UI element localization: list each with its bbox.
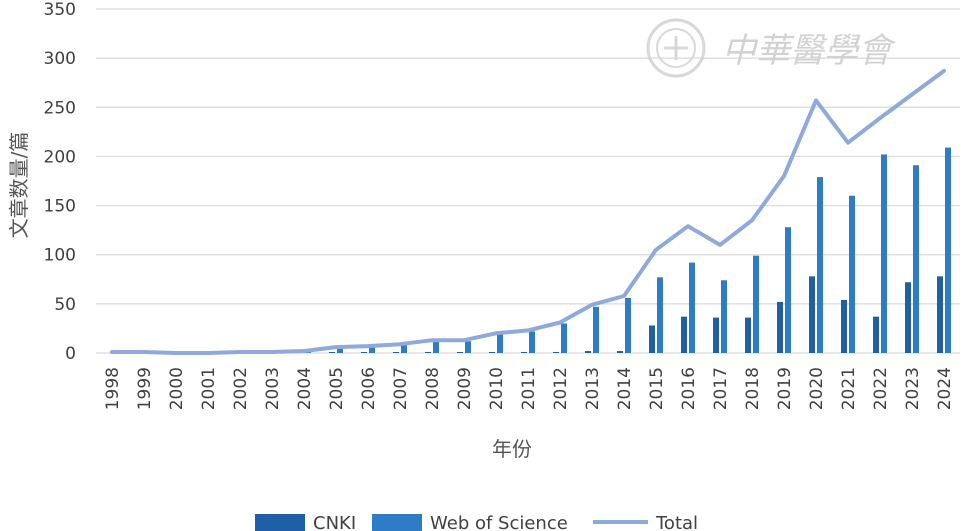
bar-cnki [841, 299, 847, 353]
bar-cnki [361, 352, 367, 353]
x-tick-label: 2001 [199, 367, 219, 410]
bar-web-of-science [881, 154, 887, 353]
x-tick-label: 2018 [743, 367, 763, 410]
bar-web-of-science [913, 165, 919, 353]
bar-web-of-science [401, 345, 407, 353]
x-tick-label: 2019 [775, 367, 795, 410]
bar-web-of-science [785, 227, 791, 353]
bar-cnki [457, 352, 463, 353]
x-tick-label: 2012 [551, 367, 571, 410]
legend: CNKI Web of Science Total [255, 513, 698, 531]
bar-web-of-science [945, 147, 951, 353]
bar-web-of-science [593, 306, 599, 353]
bar-web-of-science [849, 195, 855, 353]
x-tick-label: 2020 [807, 367, 827, 410]
legend-label-total: Total [655, 513, 698, 531]
bar-web-of-science [497, 334, 503, 353]
x-tick-label: 2007 [391, 367, 411, 410]
total-line-layer [110, 68, 946, 355]
bar-cnki [617, 351, 623, 353]
x-tick-label: 1999 [135, 367, 155, 410]
y-axis-ticks: 0 50 100 150 200 250 300 350 [44, 0, 76, 364]
bar-cnki [777, 301, 783, 353]
bar-web-of-science [689, 262, 695, 353]
y-tick-label: 0 [65, 344, 76, 364]
y-tick-label: 200 [44, 147, 76, 167]
x-tick-label: 2013 [583, 367, 603, 410]
x-tick-label: 2000 [167, 367, 187, 410]
bar-web-of-science [369, 347, 375, 353]
bar-web-of-science [721, 280, 727, 353]
bar-cnki [745, 317, 751, 353]
x-tick-label: 2021 [839, 367, 859, 410]
x-tick-label: 2005 [327, 367, 347, 410]
x-tick-label: 2016 [679, 367, 699, 410]
bar-web-of-science [817, 177, 823, 353]
bar-web-of-science [337, 348, 343, 353]
y-tick-label: 300 [44, 49, 76, 69]
watermark-text: 中華醫學會 [722, 31, 897, 71]
bar-web-of-science [753, 255, 759, 353]
bar-cnki [393, 352, 399, 353]
legend-swatch-cnki [255, 514, 305, 531]
bar-cnki [905, 282, 911, 353]
bar-cnki [713, 317, 719, 353]
bar-cnki [329, 352, 335, 353]
watermark: 中華醫學會 [646, 18, 897, 78]
bar-web-of-science [657, 277, 663, 353]
y-tick-label: 50 [54, 295, 76, 315]
gridlines [96, 8, 960, 354]
x-tick-label: 2010 [487, 367, 507, 410]
bar-cnki [585, 351, 591, 353]
x-tick-label: 2009 [455, 367, 475, 410]
x-tick-label: 2004 [295, 367, 315, 410]
legend-label-wos: Web of Science [430, 513, 568, 531]
bar-cnki [937, 276, 943, 353]
x-tick-label: 2014 [615, 367, 635, 410]
bar-cnki [425, 352, 431, 353]
x-tick-label: 2017 [711, 367, 731, 410]
x-tick-label: 1998 [103, 367, 123, 410]
x-tick-label: 2011 [519, 367, 539, 410]
bar-cnki [553, 352, 559, 353]
bar-cnki [809, 276, 815, 353]
bar-cnki [521, 352, 527, 353]
x-tick-label: 2022 [871, 367, 891, 410]
x-tick-label: 2003 [263, 367, 283, 410]
y-tick-label: 150 [44, 197, 76, 217]
x-tick-label: 2006 [359, 367, 379, 410]
bar-cnki [681, 316, 687, 353]
x-axis-title: 年份 [492, 437, 532, 461]
x-tick-label: 2015 [647, 367, 667, 410]
bar-cnki [873, 316, 879, 353]
bar-web-of-science [465, 341, 471, 353]
legend-label-cnki: CNKI [313, 513, 356, 531]
x-axis-ticks: 1998 1999 2000 2001 2002 2003 2004 2005 2006 2007… [103, 367, 955, 410]
x-tick-label: 2008 [423, 367, 443, 410]
bar-web-of-science [529, 331, 535, 353]
total-line [110, 68, 946, 355]
x-tick-label: 2023 [903, 367, 923, 410]
bar-cnki [649, 325, 655, 353]
bar-web-of-science [433, 341, 439, 353]
y-tick-label: 350 [44, 0, 76, 20]
watermark-seal-icon [646, 18, 706, 78]
x-tick-label: 2002 [231, 367, 251, 410]
bar-web-of-science [625, 297, 631, 353]
bar-cnki [489, 352, 495, 353]
x-tick-label: 2024 [935, 367, 955, 410]
bars [113, 147, 951, 353]
y-tick-label: 100 [44, 246, 76, 266]
y-axis-title: 文章数量/篇 [7, 132, 31, 239]
legend-swatch-wos [372, 514, 422, 531]
bar-web-of-science [561, 323, 567, 353]
y-tick-label: 250 [44, 98, 76, 118]
